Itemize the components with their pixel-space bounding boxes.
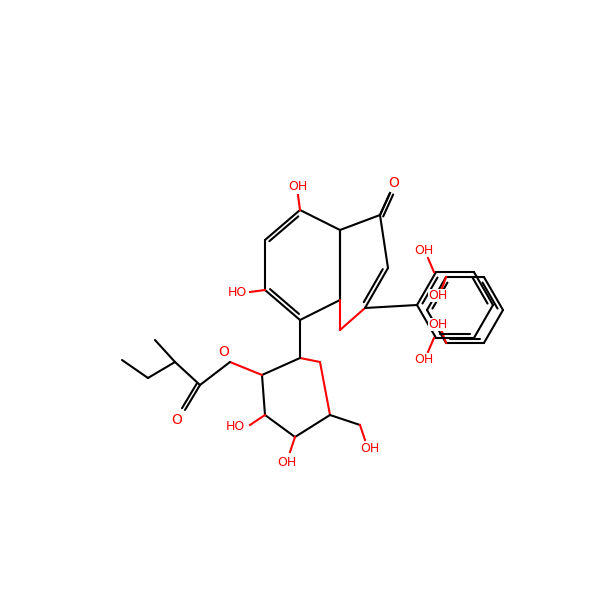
Text: OH: OH: [428, 289, 448, 302]
Text: OH: OH: [428, 319, 448, 331]
Text: OH: OH: [415, 244, 434, 257]
Text: HO: HO: [227, 286, 247, 298]
Text: OH: OH: [415, 353, 434, 367]
Text: OH: OH: [277, 457, 296, 469]
Text: O: O: [389, 176, 400, 190]
Text: O: O: [172, 413, 182, 427]
Text: OH: OH: [289, 179, 308, 193]
Text: O: O: [218, 345, 229, 359]
Text: HO: HO: [226, 421, 245, 433]
Text: OH: OH: [361, 443, 380, 455]
